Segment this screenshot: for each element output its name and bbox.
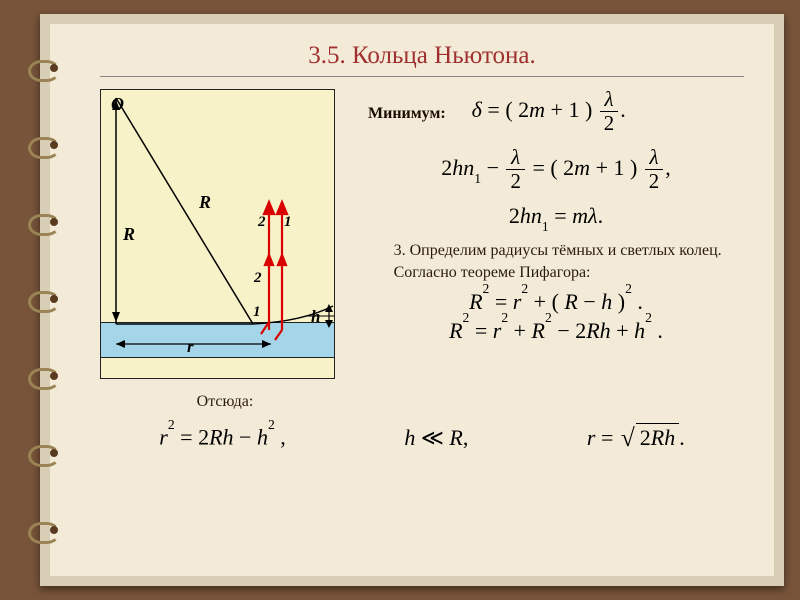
hence-label: Отсюда: — [100, 393, 350, 411]
bottom-formula-row: r2 = 2Rh − h2 , h ≪ R, r = 2Rh. — [100, 423, 744, 452]
formula-delta: δ = ( 2m + 1 ) λ2. — [472, 89, 626, 135]
divider — [100, 76, 744, 77]
diagram-svg: O R R r h 2 1 2 1 — [101, 90, 336, 380]
minimum-label: Минимум: — [368, 105, 446, 123]
label-h: h — [311, 307, 320, 326]
ray-label-1-upper: 1 — [284, 214, 292, 230]
spiral-binding — [28, 30, 58, 570]
label-O: O — [111, 94, 124, 114]
label-R-left: R — [122, 224, 135, 244]
ray-label-1-lower: 1 — [253, 304, 261, 320]
geometry-diagram: O R R r h 2 1 2 1 — [100, 89, 335, 379]
ray-label-2-lower: 2 — [253, 270, 262, 286]
formula-h-ll-R: h ≪ R, — [404, 425, 468, 451]
slide-frame: 3.5. Кольца Ньютона. — [40, 14, 784, 586]
slide-page: 3.5. Кольца Ньютона. — [50, 24, 774, 576]
formula-pyth1: R2 = r2 + ( R − h )2 . — [368, 288, 744, 314]
formula-r2: r2 = 2Rh − h2 , — [159, 424, 285, 450]
formula-line3: 2hn1 = mλ. — [368, 203, 744, 232]
paragraph-3: 3. Определим радиусы тёмных и светлых ко… — [368, 242, 744, 260]
left-column: O R R r h 2 1 2 1 Отсюда: — [100, 89, 350, 411]
row-minimum: Минимум: δ = ( 2m + 1 ) λ2. — [368, 89, 744, 135]
content-row: O R R r h 2 1 2 1 Отсюда: Минимум: — [100, 89, 744, 411]
page-title: 3.5. Кольца Ньютона. — [100, 42, 744, 70]
formula-line2: 2hn1 − λ2 = ( 2m + 1 ) λ2, — [368, 147, 744, 193]
ray-label-2-upper: 2 — [257, 214, 266, 230]
label-R-diag: R — [198, 192, 211, 212]
label-r: r — [187, 337, 194, 356]
right-column: Минимум: δ = ( 2m + 1 ) λ2. 2hn1 − λ2 = … — [368, 89, 744, 411]
formula-r-sqrt: r = 2Rh. — [587, 423, 685, 452]
formula-pyth2: R2 = r2 + R2 − 2Rh + h2 . — [368, 318, 744, 344]
paragraph-pythagoras: Согласно теореме Пифагора: — [368, 264, 744, 282]
